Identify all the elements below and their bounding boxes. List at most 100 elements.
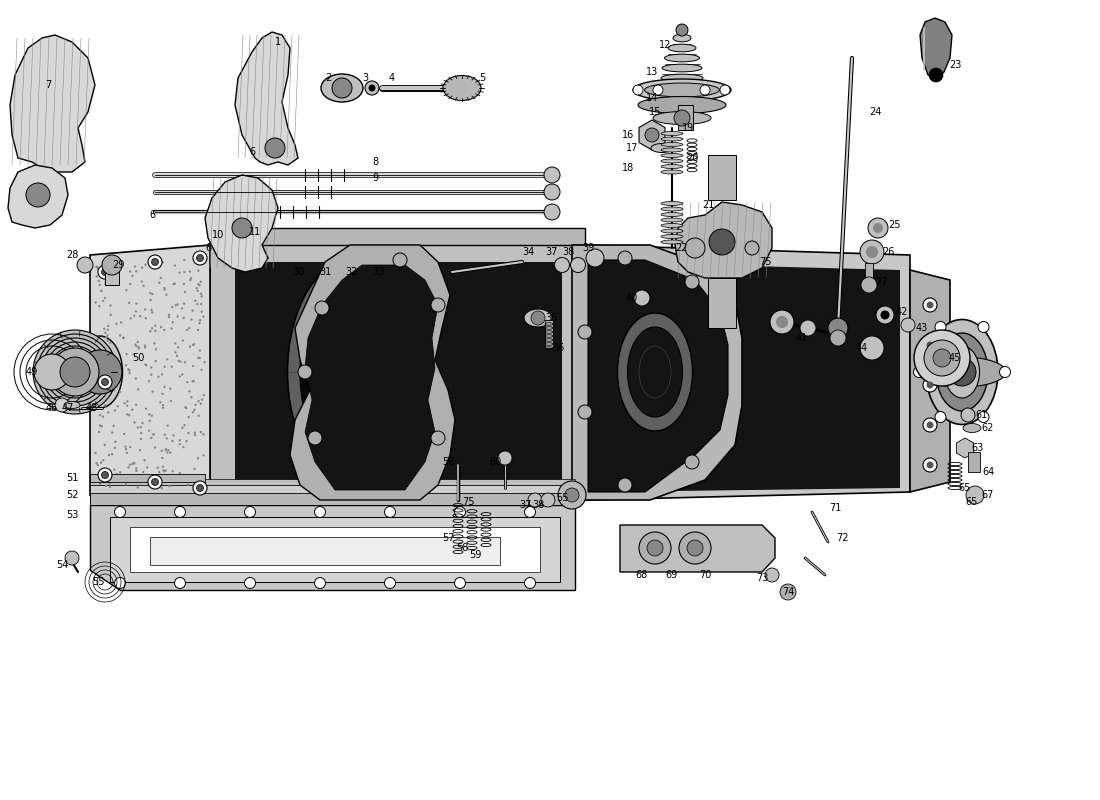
Circle shape <box>182 426 184 429</box>
Circle shape <box>770 310 794 334</box>
Circle shape <box>199 319 201 322</box>
Text: 41: 41 <box>796 333 808 343</box>
Circle shape <box>162 261 164 263</box>
Ellipse shape <box>661 229 683 233</box>
Circle shape <box>140 426 142 428</box>
Circle shape <box>431 431 446 445</box>
Circle shape <box>124 483 128 486</box>
Circle shape <box>148 413 151 415</box>
Circle shape <box>150 374 153 376</box>
Circle shape <box>183 317 185 319</box>
Text: 75: 75 <box>462 497 474 507</box>
Circle shape <box>111 431 113 434</box>
Bar <box>110 517 560 582</box>
Ellipse shape <box>661 159 683 163</box>
Circle shape <box>184 291 186 294</box>
Text: 8: 8 <box>372 157 378 167</box>
Circle shape <box>162 404 164 406</box>
Circle shape <box>901 318 915 332</box>
Text: 29: 29 <box>112 260 124 270</box>
Text: 38: 38 <box>532 500 544 510</box>
Polygon shape <box>235 262 562 495</box>
Circle shape <box>308 431 322 445</box>
Text: 60: 60 <box>488 457 502 467</box>
Circle shape <box>129 270 131 273</box>
Circle shape <box>178 443 182 446</box>
Circle shape <box>107 329 109 331</box>
Circle shape <box>135 467 138 470</box>
Circle shape <box>141 266 143 269</box>
Circle shape <box>136 388 140 390</box>
Text: 71: 71 <box>828 503 842 513</box>
Circle shape <box>685 275 698 289</box>
Text: 24: 24 <box>869 107 881 117</box>
Circle shape <box>167 314 170 316</box>
Circle shape <box>140 438 142 440</box>
Circle shape <box>199 281 202 283</box>
Bar <box>678 105 693 130</box>
Bar <box>708 155 736 200</box>
Circle shape <box>98 468 112 482</box>
Circle shape <box>764 568 779 582</box>
Circle shape <box>186 329 188 331</box>
Circle shape <box>98 375 112 389</box>
Text: 43: 43 <box>916 323 928 333</box>
Circle shape <box>199 402 202 405</box>
Circle shape <box>923 418 937 432</box>
Circle shape <box>860 240 884 264</box>
Polygon shape <box>675 202 772 278</box>
Text: 4: 4 <box>389 73 395 83</box>
Circle shape <box>165 294 167 296</box>
Circle shape <box>102 300 104 302</box>
Text: 57: 57 <box>442 533 454 543</box>
Ellipse shape <box>661 207 683 211</box>
Circle shape <box>184 271 186 274</box>
Polygon shape <box>10 35 95 172</box>
Circle shape <box>113 410 117 412</box>
Circle shape <box>129 283 131 286</box>
Circle shape <box>192 343 195 346</box>
Circle shape <box>554 258 570 273</box>
Circle shape <box>107 325 109 327</box>
Circle shape <box>125 353 128 355</box>
Circle shape <box>198 414 200 417</box>
Circle shape <box>192 365 195 367</box>
Circle shape <box>544 184 560 200</box>
Circle shape <box>123 433 125 435</box>
Circle shape <box>194 468 196 470</box>
Circle shape <box>183 302 185 305</box>
Circle shape <box>868 218 888 238</box>
Circle shape <box>104 282 107 285</box>
Circle shape <box>122 337 124 339</box>
Circle shape <box>136 341 139 343</box>
Circle shape <box>108 454 110 456</box>
Circle shape <box>183 282 185 285</box>
Circle shape <box>162 406 164 409</box>
Circle shape <box>102 362 104 364</box>
Circle shape <box>134 266 136 268</box>
Circle shape <box>201 398 203 401</box>
Text: 39: 39 <box>582 243 594 253</box>
Text: 50: 50 <box>132 353 144 363</box>
Circle shape <box>647 540 663 556</box>
Circle shape <box>173 283 175 286</box>
Circle shape <box>134 310 138 313</box>
Circle shape <box>385 578 396 589</box>
Circle shape <box>119 471 121 474</box>
Circle shape <box>197 283 199 286</box>
Circle shape <box>265 138 285 158</box>
Circle shape <box>129 463 131 466</box>
Circle shape <box>119 267 121 270</box>
Polygon shape <box>235 32 298 165</box>
Circle shape <box>112 425 114 427</box>
Circle shape <box>107 334 109 337</box>
Text: 45: 45 <box>949 353 961 363</box>
Ellipse shape <box>661 240 683 244</box>
Circle shape <box>131 409 133 411</box>
Circle shape <box>106 375 109 378</box>
Circle shape <box>162 466 164 468</box>
Text: 25: 25 <box>889 220 901 230</box>
Text: 10: 10 <box>212 230 224 240</box>
Text: 67: 67 <box>982 490 994 500</box>
Text: 70: 70 <box>698 570 712 580</box>
